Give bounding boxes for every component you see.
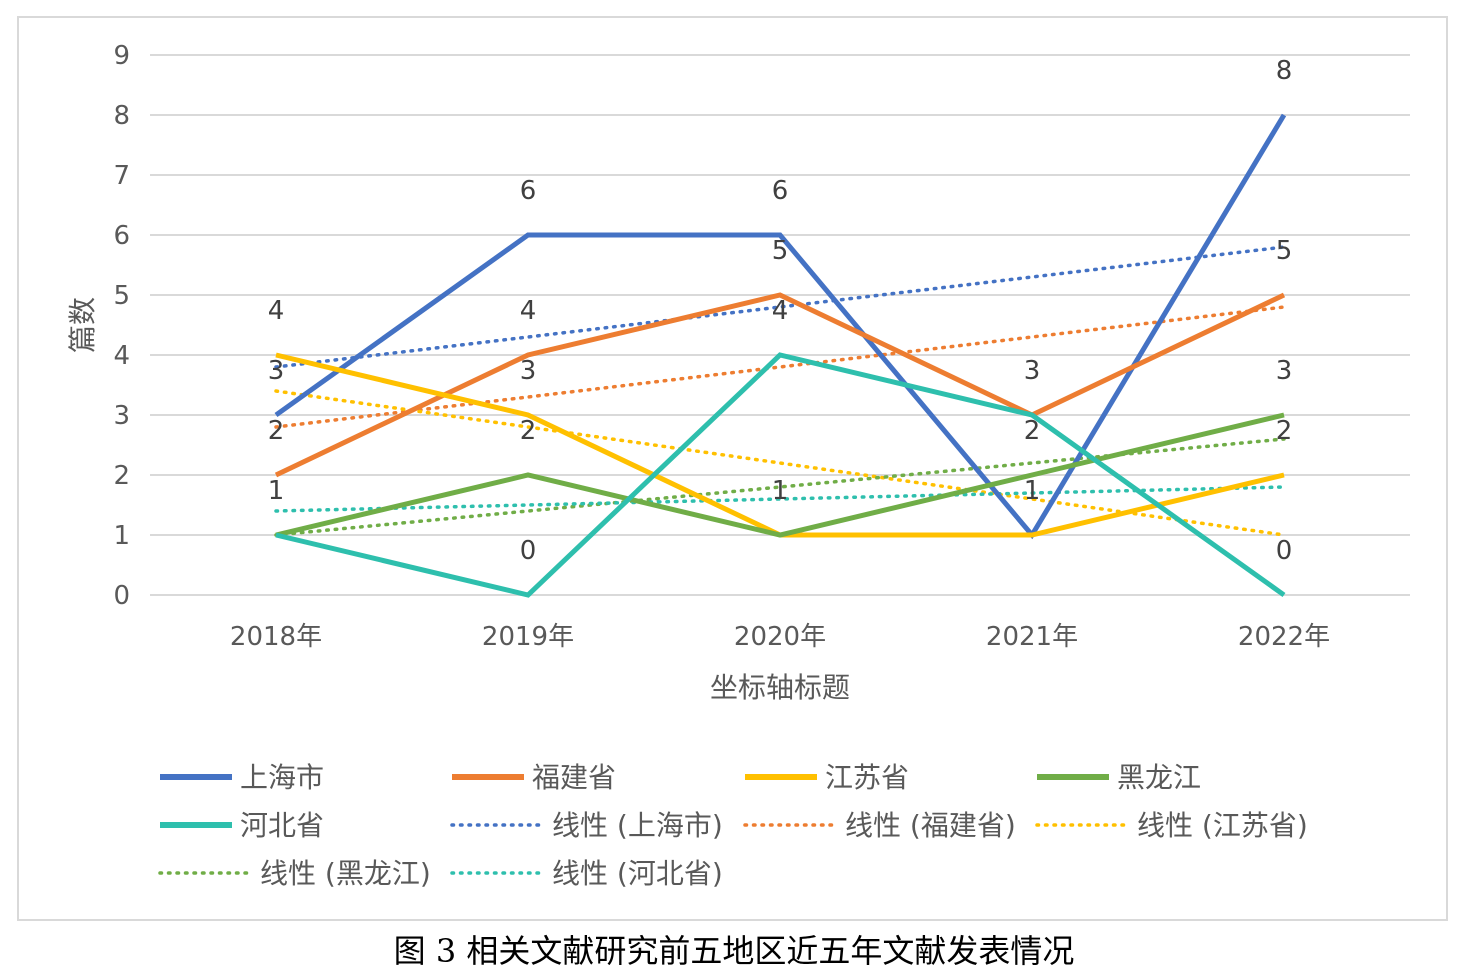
x-tick-label: 2019年	[482, 622, 574, 652]
y-tick-label: 9	[113, 41, 130, 71]
data-label: 0	[1276, 536, 1293, 566]
data-label: 3	[1024, 356, 1041, 386]
legend-label: 线性 (福建省)	[845, 809, 1016, 842]
legend-label: 福建省	[532, 761, 616, 794]
data-label: 3	[1276, 356, 1293, 386]
figure-caption: 图 3 相关文献研究前五地区近五年文献发表情况	[393, 932, 1075, 970]
y-tick-label: 4	[113, 341, 130, 371]
data-label: 4	[268, 296, 285, 326]
data-label: 5	[1276, 236, 1293, 266]
series-line-5	[275, 352, 1286, 598]
data-label: 8	[1276, 56, 1293, 86]
y-axis-title: 篇数	[66, 297, 99, 353]
trendline-series-5	[274, 485, 1286, 513]
series-line-3	[275, 352, 1285, 538]
data-label: 2	[1276, 416, 1293, 446]
y-tick-label: 2	[113, 461, 130, 491]
x-tick-label: 2020年	[734, 622, 826, 652]
legend-label: 上海市	[240, 761, 324, 794]
data-label: 1	[268, 476, 285, 506]
legend-label: 线性 (上海市)	[552, 809, 723, 842]
data-label: 2	[520, 416, 537, 446]
y-tick-label: 5	[113, 281, 130, 311]
trendline-series-2	[274, 305, 1286, 429]
data-label: 1	[772, 476, 789, 506]
legend-label: 线性 (江苏省)	[1137, 809, 1308, 842]
trendline-series-1	[274, 245, 1286, 369]
chart-frame	[17, 16, 1448, 921]
legend-label: 黑龙江	[1117, 761, 1201, 794]
y-tick-label: 6	[113, 221, 130, 251]
data-label: 4	[772, 296, 789, 326]
y-tick-label: 8	[113, 101, 130, 131]
x-tick-label: 2022年	[1238, 622, 1330, 652]
x-axis-title: 坐标轴标题	[710, 671, 850, 704]
legend-label: 河北省	[240, 809, 324, 842]
data-label: 1	[1024, 476, 1041, 506]
data-label: 5	[772, 236, 789, 266]
x-tick-label: 2021年	[986, 622, 1078, 652]
series-line-1	[274, 113, 1287, 540]
x-tick-label: 2018年	[230, 622, 322, 652]
data-label: 3	[268, 356, 285, 386]
legend-label: 线性 (河北省)	[552, 857, 723, 890]
y-tick-label: 0	[113, 581, 130, 611]
legend-label: 线性 (黑龙江)	[260, 857, 431, 890]
y-tick-label: 3	[113, 401, 130, 431]
data-label: 6	[520, 176, 537, 206]
line-chart: 0 1 2 3 4 5 6 7 8 9 2018年 2019年 2020年 2021年 2022年坐标轴标题…	[66, 41, 1410, 890]
data-label: 2	[268, 416, 285, 446]
data-label: 0	[520, 536, 537, 566]
trendline-series-3	[274, 389, 1286, 537]
data-label: 4	[520, 296, 537, 326]
y-tick-label: 1	[113, 521, 130, 551]
legend-label: 江苏省	[825, 761, 909, 794]
data-label: 2	[1024, 416, 1041, 446]
data-label: 6	[772, 176, 789, 206]
y-tick-label: 7	[113, 161, 130, 191]
data-label: 3	[520, 356, 537, 386]
series-line-4	[275, 412, 1285, 538]
